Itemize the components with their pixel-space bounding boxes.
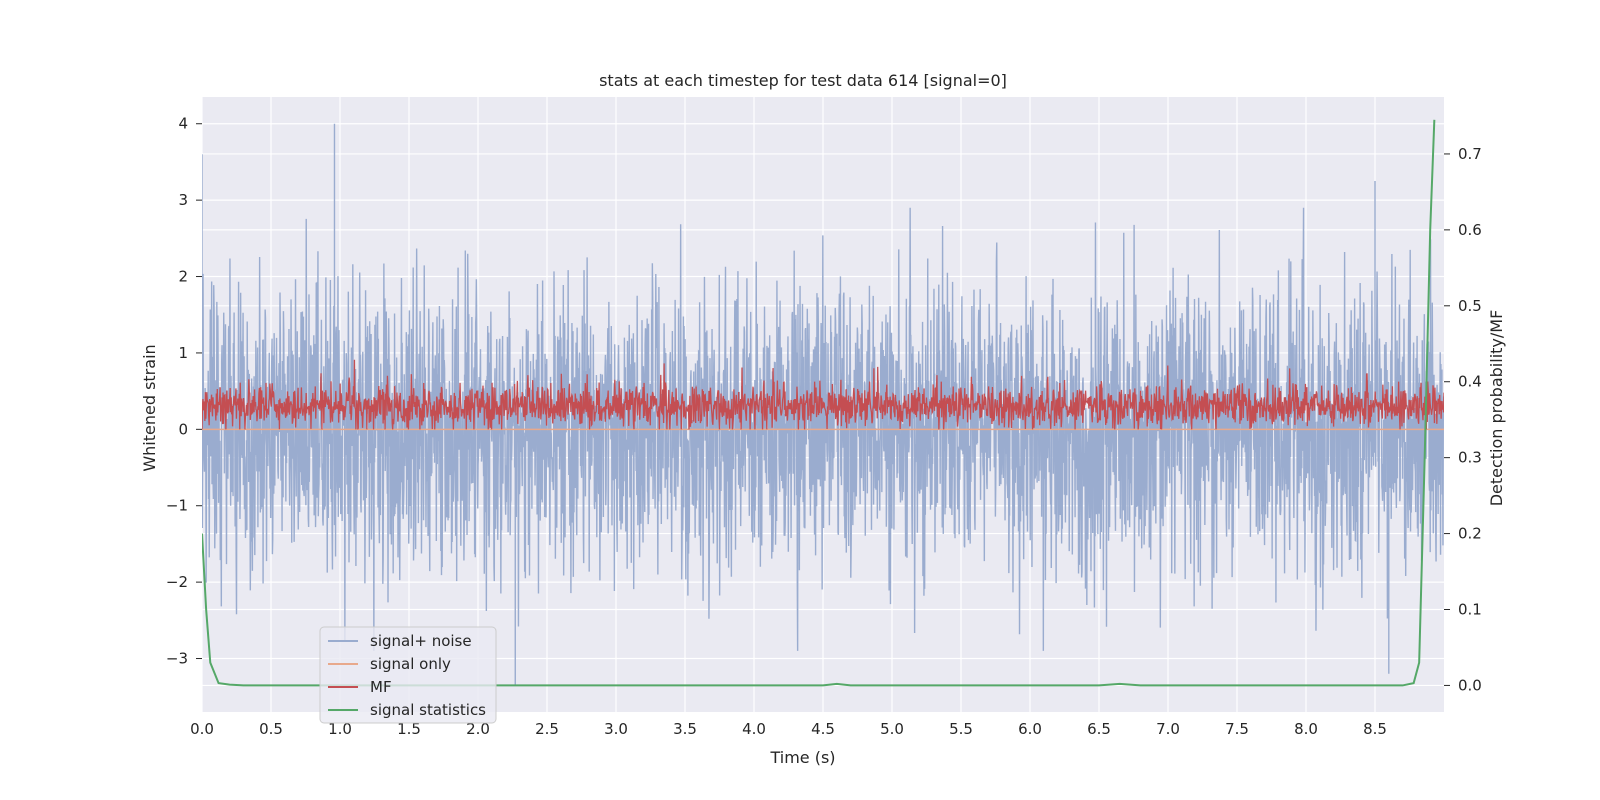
legend: signal+ noise signal only MF signal stat… bbox=[319, 626, 497, 724]
x-tick-label: 4.0 bbox=[742, 720, 766, 738]
x-tick-label: 5.5 bbox=[949, 720, 973, 738]
y-tick-label: 0 bbox=[178, 420, 188, 438]
x-tick-label: 5.0 bbox=[880, 720, 904, 738]
x-tick-label: 1.0 bbox=[328, 720, 352, 738]
y2-tick-label: 0.3 bbox=[1458, 449, 1482, 467]
x-tick-label: 0.5 bbox=[259, 720, 283, 738]
y2-tick-label: 0.7 bbox=[1458, 145, 1482, 163]
x-tick-label: 8.0 bbox=[1294, 720, 1318, 738]
y2-axis-label: Detection probability/MF bbox=[1487, 310, 1506, 507]
x-tick-label: 0.0 bbox=[190, 720, 214, 738]
y2-tick-label: 0.1 bbox=[1458, 601, 1482, 619]
y-tick-label: −2 bbox=[166, 573, 188, 591]
series-signal-noise-line bbox=[202, 123, 1444, 686]
y2-axis-ticks: 0.0 0.1 0.2 0.3 0.4 0.5 0.6 0.7 bbox=[1444, 145, 1482, 694]
legend-label-mf: MF bbox=[370, 678, 392, 696]
y-tick-label: 3 bbox=[178, 191, 188, 209]
x-tick-label: 6.5 bbox=[1087, 720, 1111, 738]
legend-label-signal-noise: signal+ noise bbox=[370, 632, 472, 650]
x-axis-label: Time (s) bbox=[769, 748, 835, 767]
y-tick-label: 2 bbox=[178, 268, 188, 286]
y-axis-label: Whitened strain bbox=[140, 344, 159, 471]
y2-tick-label: 0.6 bbox=[1458, 221, 1482, 239]
y2-tick-label: 0.2 bbox=[1458, 525, 1482, 543]
series-mf-line bbox=[202, 359, 1444, 430]
x-tick-label: 2.0 bbox=[466, 720, 490, 738]
x-tick-label: 1.5 bbox=[397, 720, 421, 738]
y-tick-label: 1 bbox=[178, 344, 188, 362]
y-tick-label: −3 bbox=[166, 650, 188, 668]
series-layer bbox=[202, 119, 1444, 687]
y-tick-label: −1 bbox=[166, 497, 188, 515]
x-tick-label: 3.5 bbox=[673, 720, 697, 738]
y-tick-label: 4 bbox=[178, 115, 188, 133]
legend-label-signal-only: signal only bbox=[370, 655, 451, 673]
x-tick-label: 8.5 bbox=[1363, 720, 1387, 738]
legend-label-signal-statistics: signal statistics bbox=[370, 701, 486, 719]
y2-tick-label: 0.0 bbox=[1458, 676, 1482, 694]
x-tick-label: 7.0 bbox=[1156, 720, 1180, 738]
x-tick-label: 6.0 bbox=[1018, 720, 1042, 738]
y2-tick-label: 0.4 bbox=[1458, 373, 1482, 391]
x-axis-ticks: 0.0 0.5 1.0 1.5 2.0 2.5 3.0 3.5 4.0 4.5 5.0 5.5 6.0 6… bbox=[190, 720, 1387, 738]
x-tick-label: 2.5 bbox=[535, 720, 559, 738]
x-tick-label: 3.0 bbox=[604, 720, 628, 738]
chart-title: stats at each timestep for test data 614… bbox=[599, 71, 1007, 90]
y2-tick-label: 0.5 bbox=[1458, 297, 1482, 315]
legend-box bbox=[319, 626, 497, 724]
y-axis-ticks: −3 −2 −1 0 1 2 3 4 bbox=[166, 115, 202, 668]
series-signal-statistics-line bbox=[202, 119, 1436, 687]
x-tick-label: 7.5 bbox=[1225, 720, 1249, 738]
x-tick-label: 4.5 bbox=[811, 720, 835, 738]
